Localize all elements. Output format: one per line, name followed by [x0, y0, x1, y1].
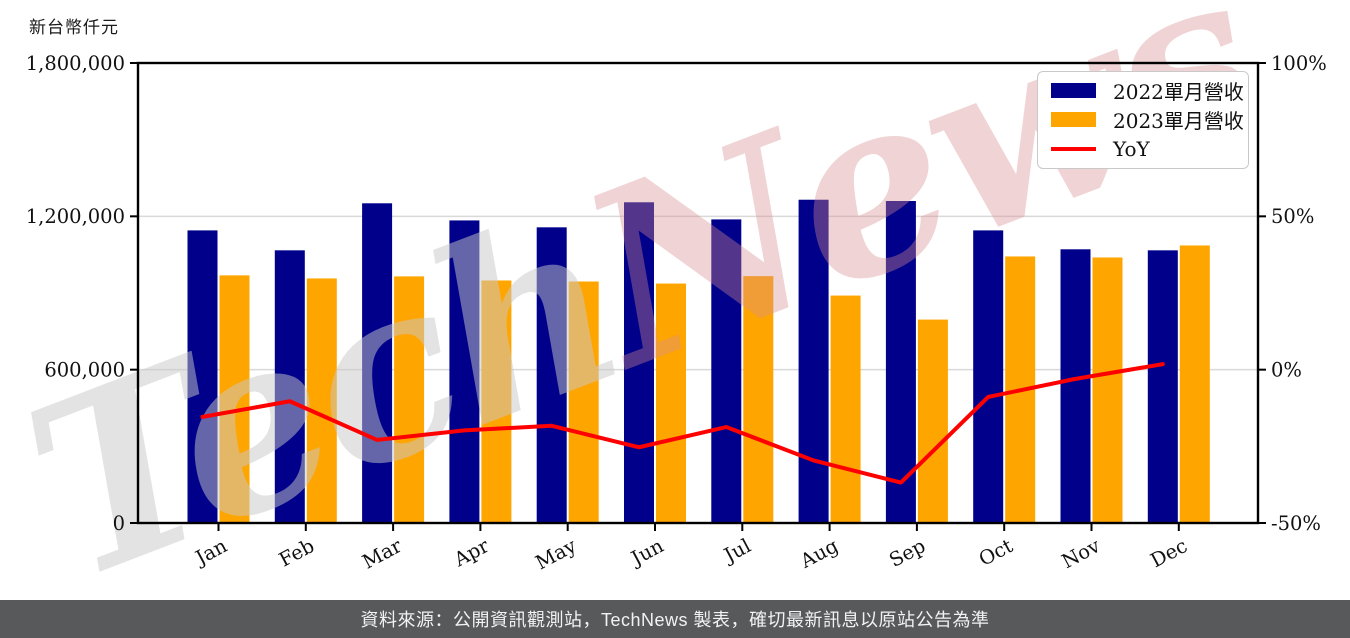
- legend-entry-yoy: YoY: [1038, 135, 1248, 163]
- x-tick-label-Dec: Dec: [1147, 534, 1192, 572]
- legend-swatch-yoy-line-icon: [1051, 147, 1096, 152]
- bar-2023單月營收-May: [568, 281, 599, 523]
- left-tick-label: 600,000: [44, 358, 125, 381]
- bar-2023單月營收-Aug: [830, 295, 861, 523]
- right-tick-label: 0%: [1271, 358, 1302, 381]
- x-tick-label-Nov: Nov: [1058, 534, 1104, 573]
- chart-legend: 2022單月營收 2023單月營收 YoY: [1037, 71, 1249, 169]
- x-tick-label-Aug: Aug: [796, 534, 842, 573]
- x-tick-label-Mar: Mar: [359, 534, 407, 574]
- right-tick-label: 100%: [1271, 52, 1327, 75]
- x-tick-label-Apr: Apr: [449, 534, 493, 572]
- bar-2022單月營收-Feb: [274, 250, 305, 524]
- bar-2023單月營收-Mar: [394, 276, 425, 523]
- bar-2022單月營收-Dec: [1147, 250, 1178, 524]
- plot-frame: [136, 61, 1260, 525]
- bar-2022單月營收-Jan: [187, 230, 218, 523]
- x-tick-label-Jun: Jun: [626, 534, 668, 571]
- bar-2023單月營收-Feb: [306, 278, 337, 523]
- right-tick-label: 50%: [1271, 205, 1314, 228]
- bar-2023單月營收-Dec: [1179, 245, 1210, 523]
- bar-2023單月營收-Jan: [219, 275, 250, 523]
- left-tick-label: 1,800,000: [26, 52, 125, 75]
- yoy-line: [200, 362, 1165, 485]
- x-tick-label-Sep: Sep: [885, 534, 929, 572]
- left-tick-label: 0: [113, 512, 125, 535]
- bar-2023單月營收-Apr: [481, 280, 512, 523]
- legend-entry-2023: 2023單月營收: [1038, 106, 1248, 134]
- source-footer: 資料來源：公開資訊觀測站，TechNews 製表，確切最新訊息以原站公告為準: [0, 600, 1350, 638]
- bar-2022單月營收-Apr: [449, 220, 480, 523]
- x-tick-label-May: May: [532, 534, 580, 574]
- bar-2023單月營收-Jul: [743, 276, 774, 523]
- bar-2022單月營收-May: [536, 227, 567, 524]
- bar-2023單月營收-Jun: [656, 283, 686, 523]
- bar-2023單月營收-Nov: [1092, 257, 1123, 523]
- bar-2022單月營收-Jun: [624, 202, 654, 523]
- source-footer-text: 資料來源：公開資訊觀測站，TechNews 製表，確切最新訊息以原站公告為準: [360, 610, 990, 630]
- legend-label-2023: 2023單月營收: [1113, 109, 1244, 134]
- x-tick-label-Jul: Jul: [719, 534, 755, 568]
- bar-2022單月營收-Nov: [1060, 249, 1091, 524]
- bar-2023單月營收-Sep: [917, 319, 948, 523]
- legend-label-yoy: YoY: [1113, 137, 1150, 162]
- left-tick-label: 1,200,000: [26, 205, 125, 228]
- y-axis-unit-label: 新台幣仟元: [29, 18, 119, 38]
- x-tick-label-Oct: Oct: [975, 534, 1017, 571]
- bar-2022單月營收-Jul: [711, 219, 742, 523]
- bar-2022單月營收-Aug: [798, 199, 829, 523]
- bar-2022單月營收-Oct: [973, 230, 1004, 523]
- bar-2022單月營收-Sep: [885, 201, 916, 523]
- legend-entry-2022: 2022單月營收: [1038, 77, 1248, 105]
- legend-swatch-2022-icon: [1051, 83, 1096, 99]
- bar-2022單月營收-Mar: [362, 203, 393, 524]
- monthly-revenue-yoy-chart: TechNews0600,0001,200,0001,800,000-50%0%…: [0, 0, 1327, 600]
- legend-swatch-2023-icon: [1051, 112, 1096, 128]
- legend-label-2022: 2022單月營收: [1113, 80, 1244, 105]
- right-tick-label: -50%: [1271, 512, 1321, 535]
